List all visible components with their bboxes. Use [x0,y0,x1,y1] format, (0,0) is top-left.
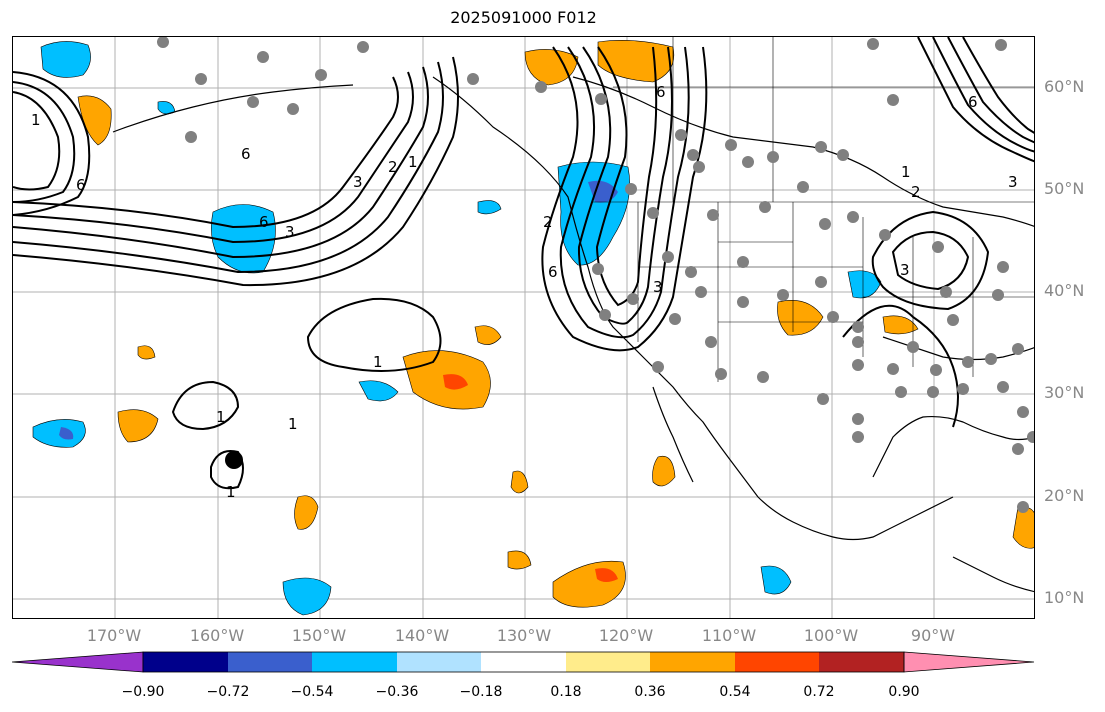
pos-patch-sw-core [595,568,618,582]
lat-label-20n: 20°N [1044,486,1085,505]
colorbar-tick: 0.72 [803,684,835,700]
colorbar-tick: 0.90 [888,684,920,700]
colorbar [12,651,1035,673]
contour-label: 1 [216,408,226,426]
contour-label: 6 [968,93,978,111]
gridlines [13,37,1034,618]
pos-patch-small-2 [137,345,156,360]
map-canvas: 6 6 3 3 2 1 6 1 6 2 6 1 1 1 1 1 2 3 3 6 … [13,37,1034,618]
neg-patch-hawaii-w-core [59,427,74,440]
colorbar-segments [12,651,1035,673]
lon-label-110w: 110°W [701,626,757,645]
boundaries [593,37,1034,382]
contour-label: 1 [408,153,418,171]
pos-patch-pac-2 [294,495,319,530]
coastlines [112,76,1034,593]
colorbar-segment [397,652,481,672]
colorbar-segment [650,652,735,672]
contour-label: 6 [548,263,558,281]
lon-label-140w: 140°W [394,626,450,645]
colorbar-segment [481,652,566,672]
lon-label-130w: 130°W [496,626,552,645]
colorbar-tick: −0.36 [375,684,419,700]
colorbar-tick: −0.18 [459,684,503,700]
contour-label: 6 [259,213,269,231]
colorbar-segment [903,651,1035,673]
anomaly-fills [32,40,1034,616]
neg-patch-midwest [847,270,882,299]
colorbar-segment [735,652,819,672]
colorbar-tick: 0.54 [719,684,751,700]
lat-label-50n: 50°N [1044,179,1085,198]
colorbar-segment [819,652,904,672]
neg-patch-nw [557,161,630,266]
pos-patch-coast-core [443,374,468,390]
contour-label: 1 [373,353,383,371]
lon-label-100w: 100°W [803,626,859,645]
contour-label: 2 [388,158,398,176]
neg-patch-mexico [760,565,792,595]
colorbar-segment [566,652,650,672]
neg-patch-small-2 [477,200,502,215]
pos-patch-pac-1 [117,409,159,443]
map-title: 2025091000 F012 [450,8,597,27]
contour-label: 3 [353,173,363,191]
lon-label-120w: 120°W [598,626,654,645]
pos-patch-pac-3 [474,325,502,345]
map-frame: 6 6 3 3 2 1 6 1 6 2 6 1 1 1 1 1 2 3 3 6 … [12,36,1035,619]
contour-label: 2 [543,213,553,231]
pos-patch-texas [777,300,824,336]
neg-patch-aleutian [40,41,91,78]
colorbar-tick: 0.18 [550,684,582,700]
lon-label-150w: 150°W [291,626,347,645]
colorbar-segment [228,652,312,672]
contour-label: 1 [226,483,236,501]
pos-patch-pac-4 [652,455,676,487]
lat-label-30n: 30°N [1044,383,1085,402]
lat-label-60n: 60°N [1044,77,1085,96]
neg-patch-hawaii-w [32,419,86,448]
contour-labels: 6 6 3 3 2 1 6 1 6 2 6 1 1 1 1 1 2 3 3 6 … [31,83,1018,501]
contour-label: 3 [285,223,295,241]
contours [13,37,1034,490]
contour-label: 6 [656,83,666,101]
neg-patch-south [282,577,332,616]
lon-label-90w: 90°W [910,626,956,645]
lon-label-170w: 170°W [86,626,142,645]
lat-label-10n: 10°N [1044,588,1085,607]
pos-patch-se [1012,506,1034,549]
colorbar-segment [12,651,144,673]
colorbar-outline [142,651,905,673]
colorbar-tick: −0.72 [206,684,250,700]
colorbar-segment [143,652,228,672]
contour-label: 3 [653,278,663,296]
contour-label: 6 [241,145,251,163]
contour-label: 3 [900,261,910,279]
colorbar-segment [312,652,397,672]
pos-patch-small-1 [510,470,529,494]
colorbar-tick: −0.54 [290,684,334,700]
contour-label: 1 [901,163,911,181]
contour-label: 2 [911,183,921,201]
colorbar-tick: −0.90 [121,684,165,700]
pos-patch-gulf [882,315,919,335]
pos-patch-pac-5 [507,550,532,570]
contour-label: 1 [31,111,41,129]
stations [157,37,1034,513]
contour-label: 1 [288,415,298,433]
lat-label-40n: 40°N [1044,281,1085,300]
pos-patch-canada [597,40,675,83]
contour-label: 6 [76,176,86,194]
colorbar-tick: 0.36 [634,684,666,700]
neg-patch-small-1 [358,380,399,402]
contour-label: 3 [1008,173,1018,191]
station-marker-hawaii [225,451,243,469]
pos-patch-sw [552,560,626,608]
lon-label-160w: 160°W [189,626,245,645]
